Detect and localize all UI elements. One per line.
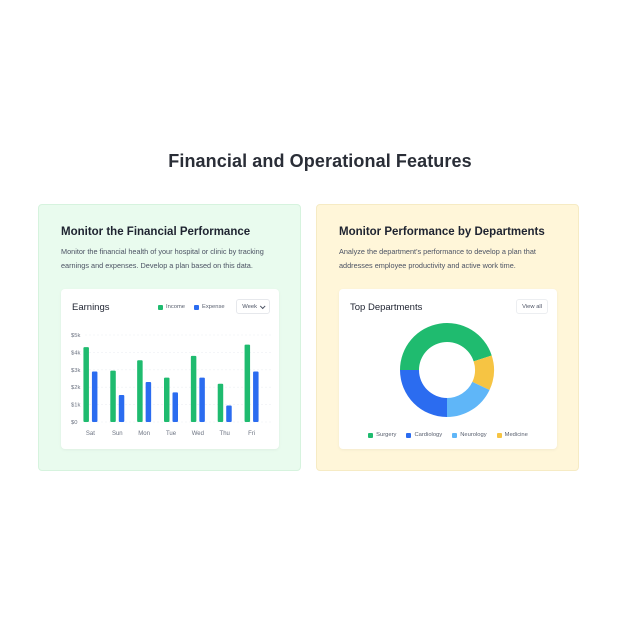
legend-neurology-label: Neurology xyxy=(460,432,487,438)
expense-bar-sat[interactable] xyxy=(91,371,98,422)
y-tick-label: $1k xyxy=(71,403,80,409)
legend-medicine: Medicine xyxy=(496,432,528,438)
period-select-value: Week xyxy=(242,303,257,310)
donut-slice-neurology[interactable] xyxy=(447,381,490,417)
legend-medicine-label: Medicine xyxy=(504,432,528,438)
donut-slice-medicine[interactable] xyxy=(472,355,494,391)
financial-card-description: Monitor the financial health of your hos… xyxy=(61,247,264,270)
expense-bar-sun[interactable] xyxy=(118,395,125,422)
y-tick-label: $5k xyxy=(71,333,80,339)
departments-donut-chart xyxy=(400,323,494,417)
income-bar-fri[interactable] xyxy=(244,344,251,422)
earnings-panel: Earnings Income Expense Week $5k $4k $3k $2… xyxy=(61,289,279,449)
legend-neurology-swatch xyxy=(452,432,458,438)
period-select[interactable]: Week xyxy=(236,299,270,314)
legend-expense-label: Expense xyxy=(202,304,225,310)
legend-income-swatch xyxy=(158,304,163,310)
x-tick-label: Sun xyxy=(112,431,123,437)
top-departments-title: Top Departments xyxy=(350,302,423,313)
donut-slice-cardiology[interactable] xyxy=(400,370,447,417)
legend-cardiology: Cardiology xyxy=(406,432,442,438)
legend-surgery-swatch xyxy=(368,432,374,438)
income-bar-wed[interactable] xyxy=(190,355,197,422)
legend-cardiology-label: Cardiology xyxy=(414,432,443,438)
expense-bar-wed[interactable] xyxy=(199,377,205,422)
page-title: Financial and Operational Features xyxy=(168,151,472,171)
income-bar-tue[interactable] xyxy=(164,377,170,422)
income-bar-sun[interactable] xyxy=(110,370,116,422)
legend-income: Income xyxy=(158,304,185,310)
x-tick-label: Tue xyxy=(166,431,177,437)
financial-feature-card: Monitor the Financial Performance Monito… xyxy=(38,204,301,471)
x-tick-label: Thu xyxy=(220,431,230,437)
top-departments-panel: Top Departments View all Surgery Cardiolo… xyxy=(339,289,557,449)
legend-cardiology-swatch xyxy=(406,432,412,438)
donut-slice-surgery[interactable] xyxy=(400,323,492,370)
departments-feature-card: Monitor Performance by Departments Analy… xyxy=(316,204,579,471)
expense-bar-tue[interactable] xyxy=(172,392,179,422)
legend-surgery-label: Surgery xyxy=(376,432,397,438)
view-all-button[interactable]: View all xyxy=(516,299,548,314)
y-tick-label: $3k xyxy=(71,368,80,374)
departments-card-description: Analyze the department's performance to … xyxy=(339,247,536,270)
y-tick-label: $2k xyxy=(71,385,80,391)
earnings-bar-chart: $5k $4k $3k $2k $1k $0 Sat Sun Mon Tue Wed Thu Fri xyxy=(71,333,273,437)
income-bar-mon[interactable] xyxy=(137,360,143,422)
earnings-legend: Income Expense xyxy=(158,304,225,310)
income-bar-thu[interactable] xyxy=(217,383,224,422)
x-tick-label: Mon xyxy=(138,431,150,437)
y-tick-label: $0 xyxy=(71,420,77,426)
earnings-title: Earnings xyxy=(72,302,110,313)
income-bar-sat[interactable] xyxy=(83,347,89,422)
financial-card-title: Monitor the Financial Performance xyxy=(61,226,251,238)
expense-bar-thu[interactable] xyxy=(226,405,232,422)
legend-neurology: Neurology xyxy=(452,432,487,438)
x-tick-label: Sat xyxy=(86,431,95,437)
x-tick-label: Fri xyxy=(248,431,255,437)
x-tick-label: Wed xyxy=(192,431,204,437)
departments-card-title: Monitor Performance by Departments xyxy=(339,226,545,238)
legend-surgery: Surgery xyxy=(368,432,396,438)
y-tick-label: $4k xyxy=(71,350,80,356)
legend-medicine-swatch xyxy=(496,432,502,438)
legend-income-label: Income xyxy=(166,304,186,310)
legend-expense: Expense xyxy=(194,304,225,310)
expense-bar-fri[interactable] xyxy=(253,371,259,422)
legend-expense-swatch xyxy=(194,304,200,310)
departments-legend: Surgery Cardiology Neurology Medicine xyxy=(339,432,557,438)
expense-bar-mon[interactable] xyxy=(145,381,152,422)
